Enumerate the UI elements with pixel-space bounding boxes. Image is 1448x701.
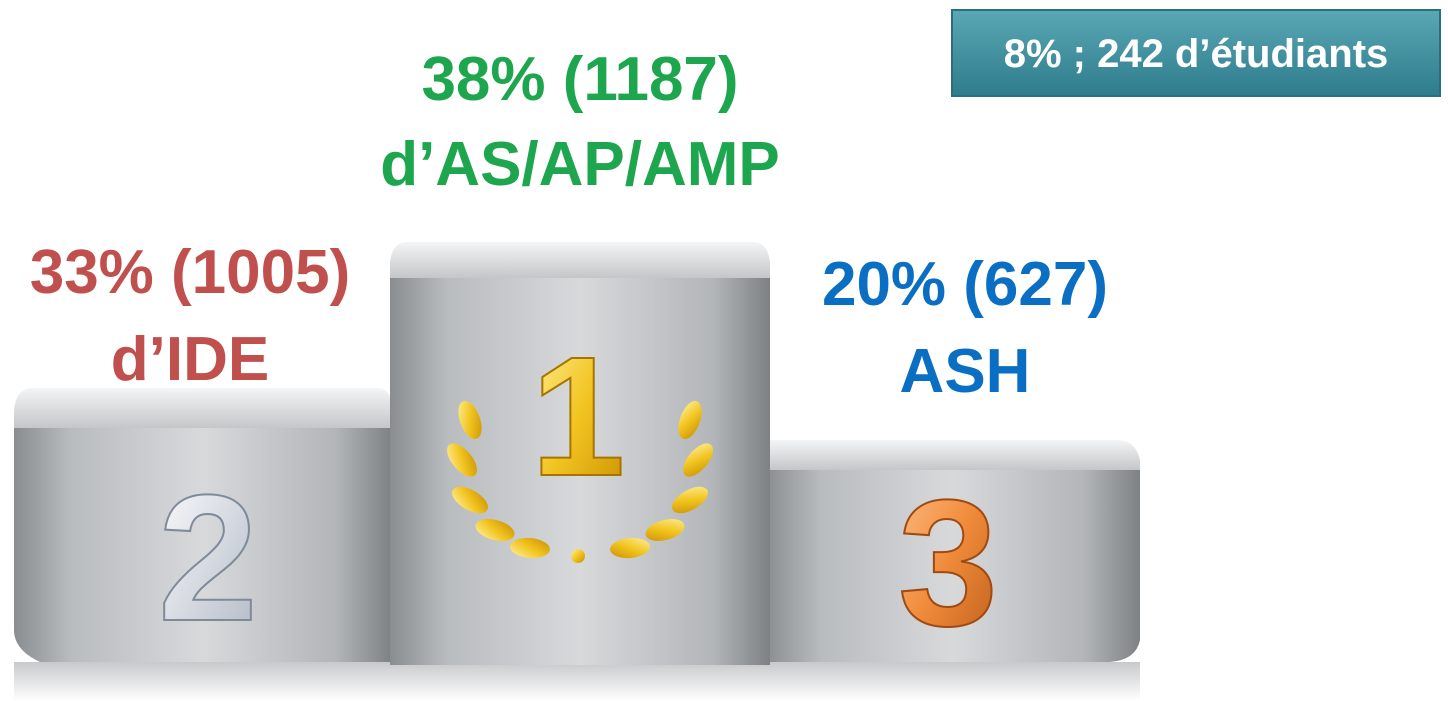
place-digit: 1 [531, 322, 626, 512]
reflection [14, 662, 1140, 701]
podium-graphic: 1 2 3 38% (1187) d’AS/AP/AMP 33% (1005) … [0, 0, 1448, 701]
third-label: 20% (627) [822, 250, 1108, 319]
second-label: 33% (1005) [30, 238, 351, 307]
second-label: d’IDE [111, 325, 269, 394]
badge-text: 8% ; 242 d’étudiants [1004, 32, 1389, 76]
place-digit: 2 [158, 458, 258, 659]
third-label: ASH [900, 337, 1031, 406]
first-label: 38% (1187) [421, 45, 738, 114]
place-digit: 3 [898, 463, 998, 664]
first-label: d’AS/AP/AMP [380, 130, 780, 199]
